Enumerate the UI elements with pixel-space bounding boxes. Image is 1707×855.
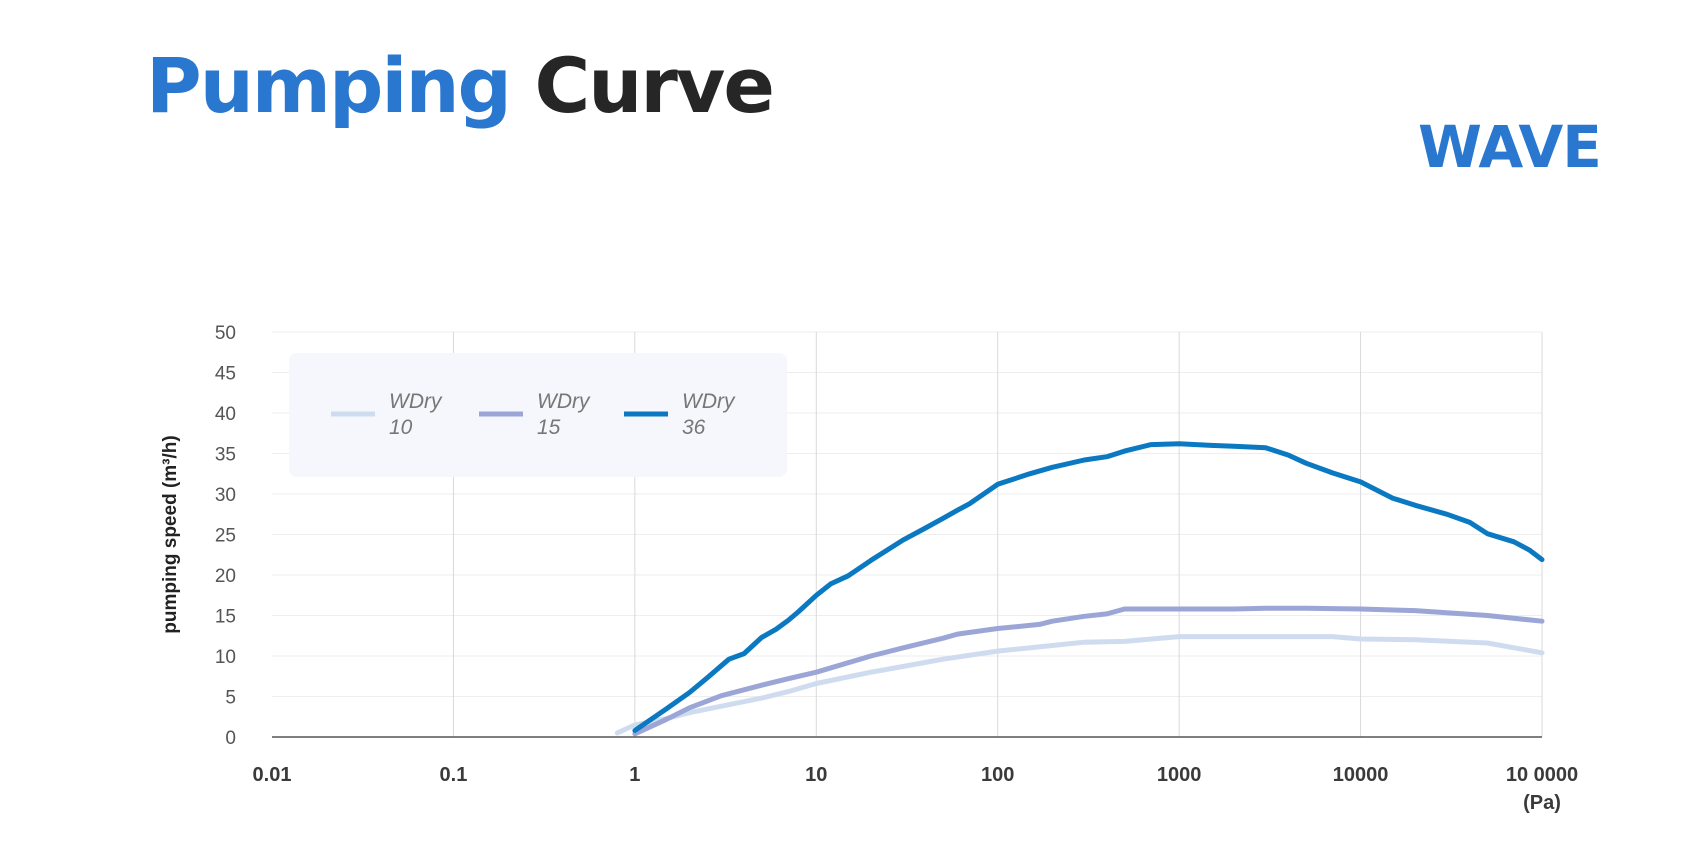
y-tick-label: 30 — [215, 485, 236, 506]
y-tick-label: 40 — [215, 404, 236, 425]
chart-series — [614, 441, 1545, 737]
y-tick-label: 45 — [215, 364, 236, 385]
y-tick-label: 20 — [215, 566, 236, 587]
title-rest: Curve — [534, 41, 774, 130]
series-line-wdry-10 — [614, 634, 1545, 736]
chart-legend: WDry 10 WDry 15 WDry 36 — [289, 353, 787, 477]
chart-axes: 0 5 10 15 20 25 30 35 40 45 50 0.01 0.1 1 10 100 1000 100… — [160, 323, 1578, 814]
x-tick-label: 10000 — [1333, 764, 1389, 786]
x-tick-label: 1 — [629, 764, 640, 786]
y-tick-label: 5 — [225, 688, 236, 709]
x-axis-unit: (Pa) — [1523, 792, 1561, 814]
x-tick-label: 1000 — [1157, 764, 1202, 786]
legend-label: WDry — [389, 390, 443, 413]
y-tick-label: 10 — [215, 647, 236, 668]
x-tick-label: 10 — [805, 764, 827, 786]
series-line-wdry-15 — [632, 605, 1545, 737]
legend-label: 10 — [389, 416, 413, 439]
chart-grid — [272, 331, 1543, 737]
y-tick-label: 15 — [215, 607, 236, 628]
y-tick-label: 25 — [215, 526, 236, 547]
series-line-wdry-36 — [632, 441, 1545, 733]
y-tick-label: 35 — [215, 445, 236, 466]
legend-label: 36 — [682, 416, 706, 439]
legend-label: WDry — [537, 390, 591, 413]
y-tick-label: 0 — [225, 728, 236, 749]
brand-logo: WAVE — [1418, 113, 1602, 181]
legend-label: 15 — [537, 416, 561, 439]
page-title: Pumping Curve — [146, 48, 775, 124]
x-tick-label: 100 — [981, 764, 1014, 786]
legend-label: WDry — [682, 390, 736, 413]
y-axis-label: pumping speed (m³/h) — [160, 435, 181, 633]
x-tick-label: 10 0000 — [1506, 764, 1578, 786]
title-highlight: Pumping — [146, 41, 512, 130]
x-tick-label: 0.1 — [440, 764, 468, 786]
legend-box — [289, 353, 787, 477]
x-tick-label: 0.01 — [253, 764, 292, 786]
y-tick-label: 50 — [215, 323, 236, 344]
